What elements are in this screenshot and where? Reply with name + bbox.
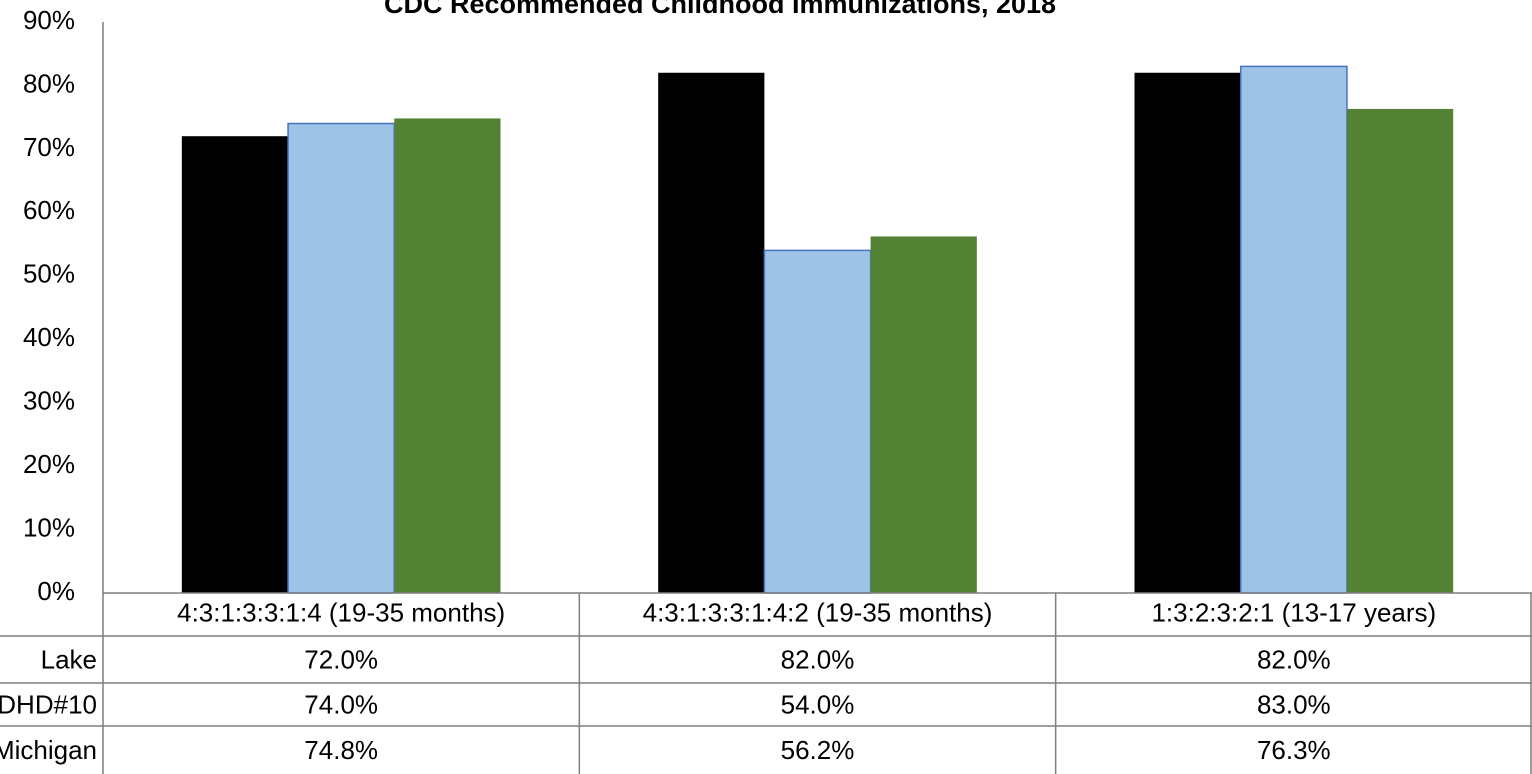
legend-label: Lake <box>41 644 97 674</box>
legend-label: DHD#10 <box>0 689 97 719</box>
x-tick-label: 4:3:1:3:3:1:4 (19-35 months) <box>177 597 505 627</box>
table-value: 74.8% <box>304 735 378 765</box>
y-tick-label: 50% <box>23 259 75 289</box>
y-tick-label: 90% <box>23 5 75 35</box>
bar <box>870 236 977 594</box>
bar <box>287 122 396 594</box>
x-tick-label: 1:3:2:3:2:1 (13-17 years) <box>1151 597 1436 627</box>
table-value: 76.3% <box>1257 735 1331 765</box>
y-tick-label: 0% <box>37 576 75 606</box>
table-value: 72.0% <box>304 644 378 674</box>
table-value: 56.2% <box>781 735 855 765</box>
bar <box>763 249 872 594</box>
bar <box>1134 72 1241 593</box>
bar <box>394 118 501 594</box>
legend-label: Michigan <box>0 735 97 765</box>
y-tick-label: 10% <box>23 512 75 542</box>
bar <box>181 136 289 593</box>
bar <box>658 72 765 593</box>
y-tick-label: 60% <box>23 195 75 225</box>
bar <box>1239 65 1348 594</box>
table-value: 54.0% <box>781 689 855 719</box>
table-value: 82.0% <box>1257 644 1331 674</box>
bar <box>1346 108 1454 594</box>
y-tick-label: 80% <box>23 68 75 98</box>
y-tick-label: 20% <box>23 449 75 479</box>
y-tick-label: 30% <box>23 386 75 416</box>
y-tick-label: 40% <box>23 322 75 352</box>
table-value: 74.0% <box>304 689 378 719</box>
table-value: 83.0% <box>1257 689 1331 719</box>
chart-title: CDC Recommended Childhood Immunizations,… <box>384 0 1056 19</box>
y-tick-label: 70% <box>23 132 75 162</box>
table-value: 82.0% <box>781 644 855 674</box>
x-tick-label: 4:3:1:3:3:1:4:2 (19-35 months) <box>643 597 993 627</box>
